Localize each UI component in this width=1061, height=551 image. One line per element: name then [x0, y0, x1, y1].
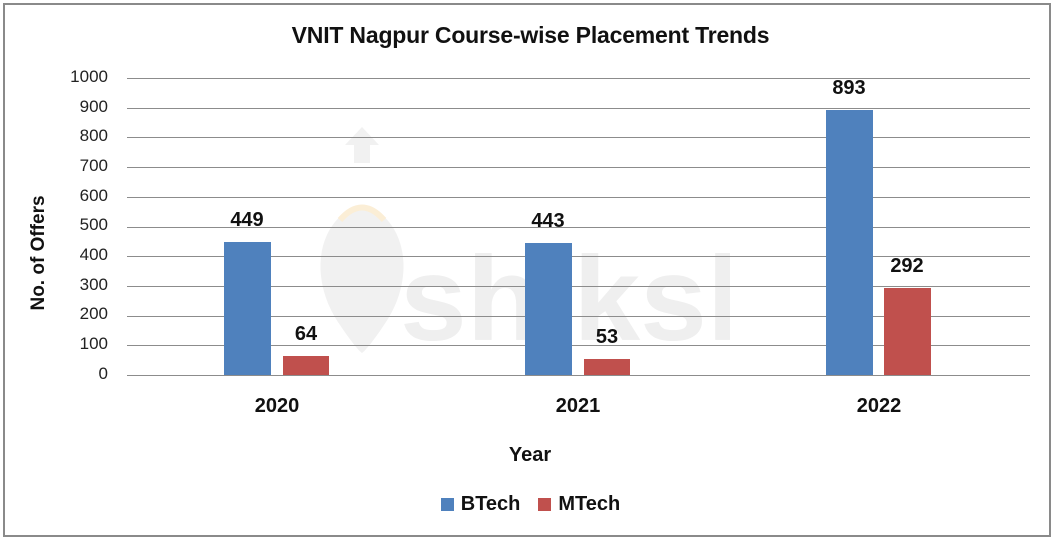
y-tick: 600: [79, 186, 108, 205]
gridline-1000: [127, 78, 1030, 79]
y-axis-label: No. of Offers: [28, 195, 49, 311]
gridline-900: [127, 107, 1030, 109]
data-label-mtech-2020: 64: [294, 323, 318, 345]
x-tick-2022: 2022: [856, 395, 902, 417]
y-tick: 200: [79, 304, 108, 323]
gridline-500: [127, 226, 1030, 228]
gridline-100: [127, 345, 1030, 347]
gridline-200: [127, 315, 1030, 317]
y-tick: 0: [98, 364, 108, 383]
x-tick-2021: 2021: [555, 395, 601, 417]
bar-mtech-2020: [283, 356, 329, 375]
legend-swatch-btech-icon: [440, 498, 454, 511]
y-tick: 800: [79, 126, 108, 145]
data-label-mtech-2022: 292: [890, 255, 924, 277]
plot-area: [127, 78, 1030, 376]
gridline-700: [127, 167, 1030, 169]
y-tick: 400: [79, 245, 108, 264]
bar-btech-2022: [826, 109, 873, 375]
data-label-btech-2021: 443: [531, 210, 565, 232]
gridline-400: [127, 256, 1030, 258]
x-axis-label: Year: [508, 444, 552, 466]
data-label-btech-2022: 893: [832, 77, 866, 99]
legend: BTech MTech: [0, 493, 1061, 516]
chart-title: VNIT Nagpur Course-wise Placement Trends: [291, 22, 770, 48]
bar-btech-2021: [525, 243, 572, 375]
data-label-btech-2020: 449: [230, 209, 264, 231]
legend-swatch-mtech-icon: [538, 498, 552, 511]
y-tick: 1000: [70, 67, 108, 86]
bar-btech-2020: [224, 241, 271, 375]
gridline-800: [127, 137, 1030, 139]
bar-mtech-2022: [884, 288, 931, 375]
gridline-0: [127, 375, 1030, 376]
y-tick: 300: [79, 275, 108, 294]
y-tick: 700: [79, 156, 108, 175]
y-tick: 900: [79, 97, 108, 116]
y-tick: 100: [79, 334, 108, 353]
bar-mtech-2021: [584, 359, 630, 375]
y-tick: 500: [79, 215, 108, 234]
legend-item-btech: BTech: [440, 493, 521, 516]
x-tick-2020: 2020: [254, 395, 300, 417]
data-label-mtech-2021: 53: [595, 326, 619, 348]
gridline-300: [127, 285, 1030, 287]
gridline-600: [127, 196, 1030, 198]
legend-label-btech: BTech: [460, 493, 521, 515]
legend-item-mtech: MTech: [538, 493, 620, 516]
legend-label-mtech: MTech: [558, 493, 621, 515]
